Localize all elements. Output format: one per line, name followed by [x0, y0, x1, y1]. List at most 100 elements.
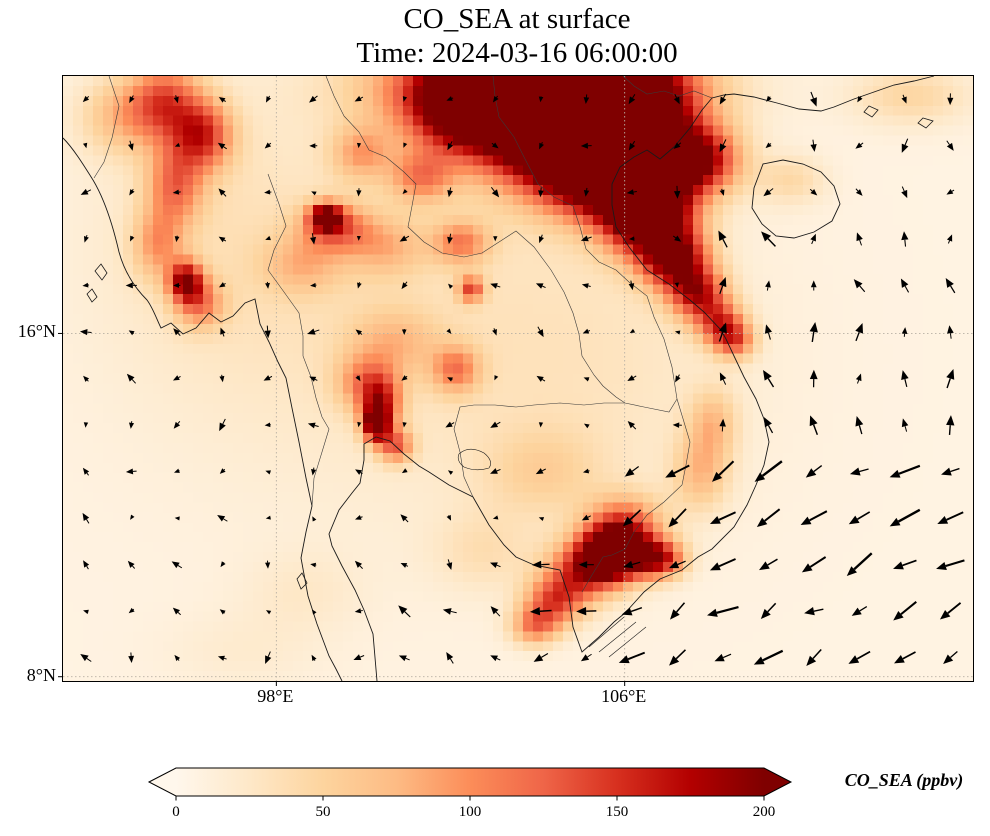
wind-arrow-shaft — [722, 139, 727, 146]
wind-arrow-shaft — [767, 425, 774, 434]
wind-arrow-shaft — [493, 328, 495, 331]
wind-arrow-shaft — [447, 559, 450, 564]
wind-arrow-head — [893, 561, 904, 570]
wind-arrow-head — [581, 514, 590, 521]
wind-arrow — [171, 561, 183, 569]
wind-arrow-shaft — [859, 606, 868, 612]
wind-arrow-shaft — [947, 602, 962, 614]
wind-arrow-shaft — [223, 657, 227, 660]
wind-arrow-shaft — [904, 285, 910, 293]
wind-arrow — [712, 460, 735, 482]
wind-arrow-head — [448, 283, 454, 289]
wind-arrow-head — [538, 517, 545, 521]
wind-arrow-shaft — [946, 140, 950, 145]
wind-arrow-shaft — [314, 378, 318, 381]
wind-arrow-head — [947, 325, 954, 334]
wind-arrow-head — [220, 561, 226, 568]
wind-arrow-head — [265, 610, 272, 615]
wind-arrow-shaft — [86, 519, 90, 524]
wind-arrow-head — [173, 282, 180, 288]
wind-arrow-head — [535, 468, 544, 475]
wind-arrow — [719, 372, 727, 385]
water-feature-path — [457, 448, 491, 471]
wind-arrow — [853, 279, 866, 293]
wind-arrow — [626, 189, 637, 195]
wind-arrow — [846, 552, 873, 577]
wind-arrow-shaft — [86, 189, 92, 193]
wind-arrow — [490, 187, 500, 198]
wind-arrow-head — [402, 188, 408, 195]
island-path — [86, 288, 98, 303]
wind-arrow-head — [311, 654, 317, 661]
wind-arrow-head — [539, 142, 544, 150]
wind-arrow — [538, 96, 544, 103]
wind-arrow-head — [718, 276, 727, 288]
wind-arrow — [809, 188, 818, 196]
wind-arrow-head — [174, 516, 180, 521]
wind-arrow-shaft — [811, 331, 815, 343]
wind-arrow — [265, 610, 272, 615]
wind-arrow — [627, 375, 637, 382]
wind-arrow-head — [537, 329, 544, 338]
coastline-path — [751, 159, 841, 239]
wind-arrow-head — [446, 652, 454, 661]
wind-arrow-head — [172, 189, 180, 195]
wind-arrow-head — [219, 609, 226, 615]
wind-arrow-shaft — [633, 191, 637, 193]
wind-arrow-head — [583, 189, 590, 197]
wind-arrow-shaft — [809, 188, 813, 192]
wind-arrow-head — [171, 561, 180, 569]
island-path — [863, 105, 879, 118]
wind-arrow — [125, 282, 137, 289]
wind-arrow-head — [937, 516, 949, 524]
wind-arrow — [311, 609, 317, 615]
wind-arrow-shaft — [901, 186, 905, 192]
wind-arrow-shaft — [632, 94, 636, 99]
wind-arrow-shaft — [222, 418, 226, 425]
wind-arrow — [535, 283, 546, 289]
wind-arrow-shaft — [716, 605, 739, 614]
wind-arrow-shaft — [449, 233, 452, 238]
wind-arrow-shaft — [496, 657, 501, 661]
wind-arrow-shaft — [948, 425, 951, 435]
wind-arrow — [400, 562, 409, 568]
wind-arrow — [264, 422, 271, 428]
wind-arrow — [901, 138, 909, 153]
wind-arrow — [490, 606, 501, 617]
wind-arrow-shaft — [950, 651, 958, 659]
country-border-path — [267, 173, 330, 507]
wind-arrow-head — [629, 328, 636, 334]
wind-arrow-shaft — [762, 649, 784, 662]
wind-arrow-shaft — [900, 601, 917, 616]
wind-arrow-head — [492, 142, 499, 149]
wind-arrow-shaft — [85, 234, 88, 238]
wind-arrow — [539, 142, 544, 150]
wind-arrow-shaft — [813, 608, 824, 612]
wind-arrow-head — [531, 560, 542, 569]
wind-arrow — [265, 651, 272, 664]
wind-arrow-shaft — [630, 607, 643, 613]
wind-arrow — [447, 377, 453, 382]
wind-arrow — [946, 415, 955, 435]
wind-arrow-head — [763, 417, 772, 428]
wind-arrow-head — [576, 606, 587, 616]
wind-arrow — [82, 95, 90, 103]
wind-arrow-head — [580, 142, 589, 149]
wind-arrow — [127, 560, 136, 569]
wind-arrow-shaft — [588, 285, 591, 287]
wind-arrow-head — [355, 375, 361, 382]
wind-arrow — [529, 607, 552, 616]
wind-arrow — [354, 514, 363, 520]
wind-arrow-head — [219, 375, 225, 383]
wind-arrow — [130, 235, 135, 242]
wind-arrow-shaft — [223, 283, 226, 285]
wind-arrow — [217, 514, 228, 522]
wind-arrow — [357, 282, 362, 289]
wind-arrow-shaft — [950, 285, 956, 294]
colorbar-label: CO_SEA (ppbv) — [844, 770, 964, 790]
wind-arrow-head — [712, 471, 723, 482]
wind-arrow — [174, 516, 180, 521]
wind-arrow — [401, 375, 408, 381]
wind-arrow-head — [129, 96, 135, 104]
wind-arrow-shaft — [945, 511, 964, 521]
